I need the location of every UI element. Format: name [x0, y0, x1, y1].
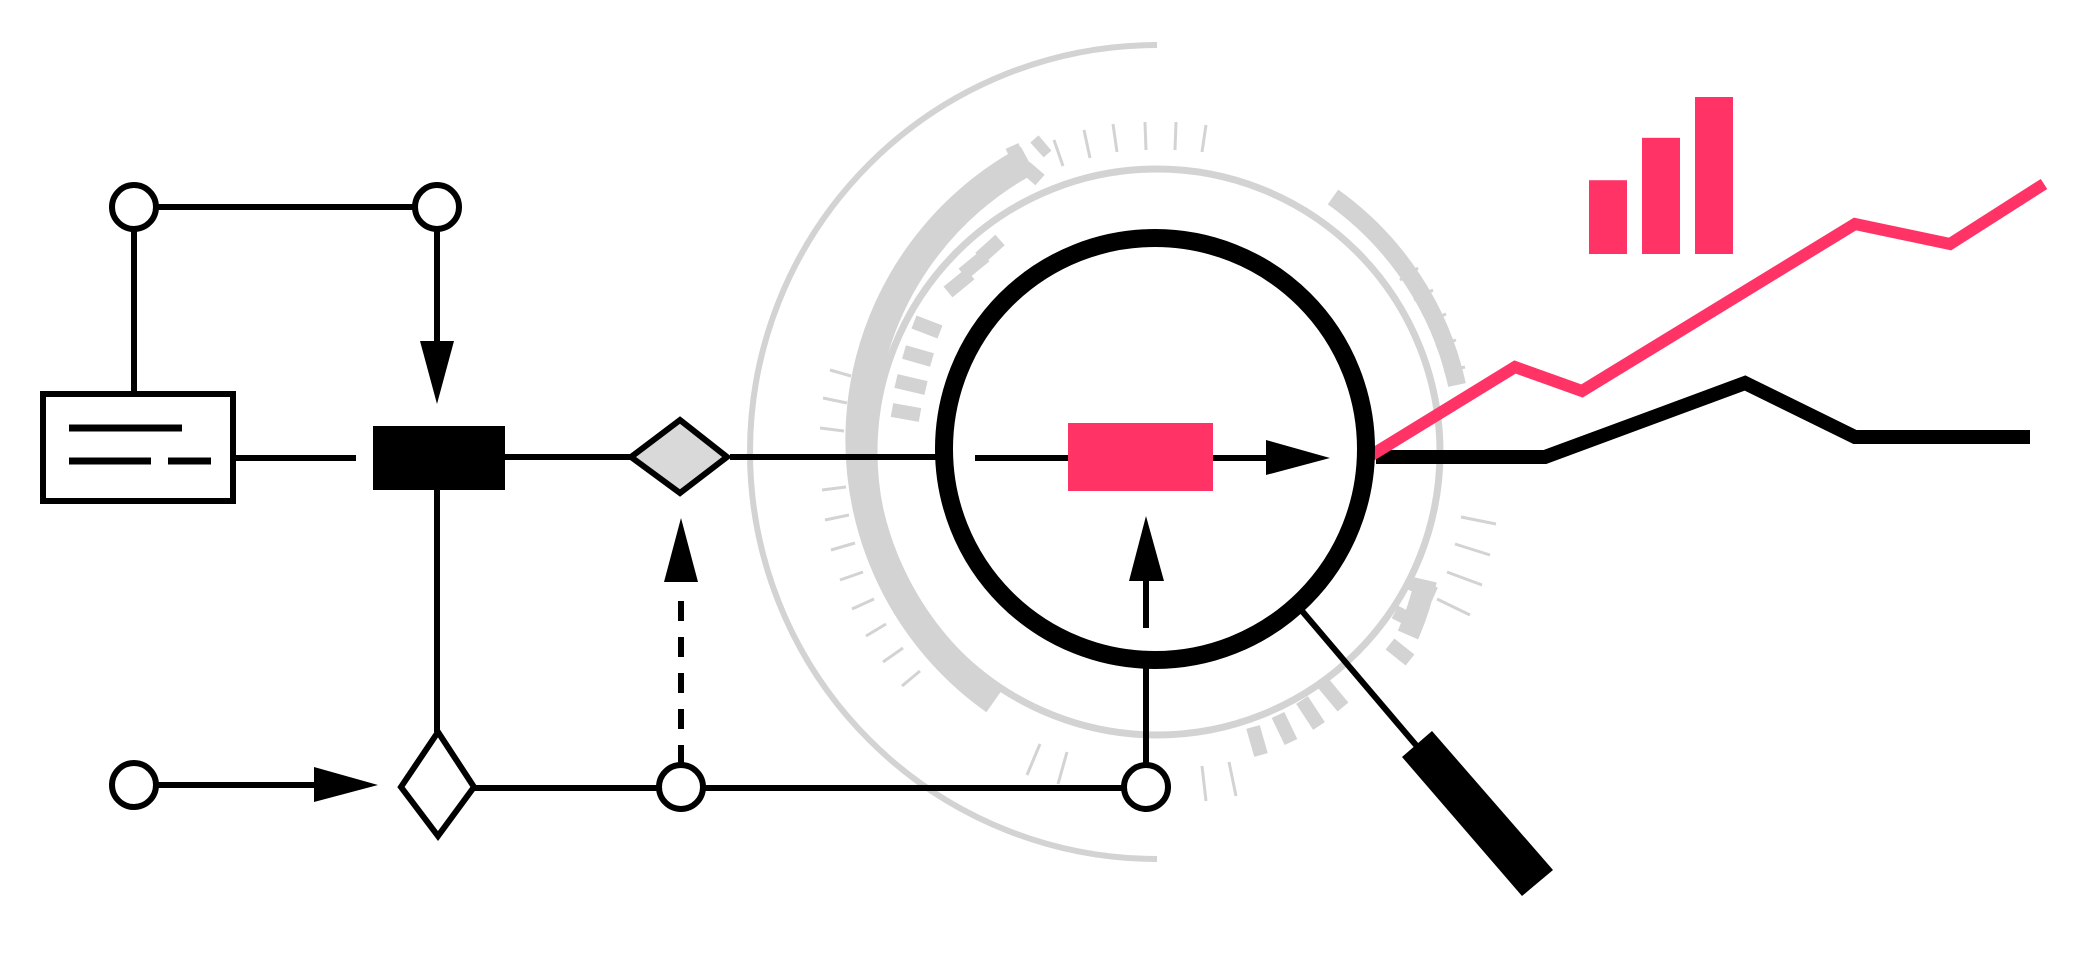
- node-circle-icon: [109, 182, 159, 232]
- gray-rings-decoration: [747, 42, 1497, 862]
- thick-gray-arc-upper-right: [1327, 189, 1466, 387]
- thick-gray-arc-left: [845, 146, 1036, 713]
- process-block-icon: [373, 426, 505, 490]
- arrow-icon: [420, 341, 454, 404]
- decision-diamond-icon: [625, 416, 732, 497]
- document-icon: [40, 391, 236, 504]
- node-circle-icon: [109, 760, 159, 810]
- trend-line-icon: [1376, 375, 2030, 464]
- bar-chart-bar: [1589, 180, 1627, 254]
- bar-chart-bar: [1642, 137, 1680, 254]
- thick-gray-arc-top: [1030, 135, 1052, 158]
- arrow-icon: [314, 767, 378, 802]
- trend-line-icon: [1366, 178, 2048, 462]
- node-circle-icon: [412, 182, 462, 232]
- arrow-icon: [1129, 516, 1164, 581]
- bar-chart-icon: [1589, 97, 1733, 254]
- ring-tick-marks: [819, 121, 1497, 802]
- bar-chart-bar: [1695, 97, 1733, 254]
- arrow-icon: [1266, 440, 1330, 475]
- arrow-icon: [664, 518, 698, 582]
- node-circles: [109, 182, 1171, 812]
- thick-gray-arc-right: [1397, 577, 1437, 640]
- outer-half-arc: [747, 42, 1158, 862]
- magnifier-handle-grip: [1402, 731, 1553, 896]
- decision-diamond-icon: [397, 726, 478, 842]
- magnifier-icon: [935, 229, 1553, 896]
- node-circle-icon: [656, 762, 706, 812]
- magnifier-handle-neck: [1299, 609, 1424, 753]
- ring-block-ticks: [890, 143, 1438, 757]
- node-circle-icon: [1121, 762, 1171, 812]
- highlighted-process-block: [1068, 423, 1213, 491]
